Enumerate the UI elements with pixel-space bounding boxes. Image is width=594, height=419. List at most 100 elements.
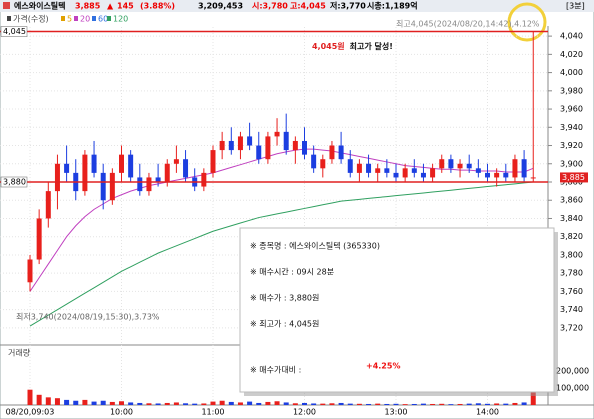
volume-bar	[420, 403, 426, 405]
volume-bar	[91, 401, 97, 405]
last-price: 3,885	[562, 173, 585, 182]
volume-bar	[64, 399, 70, 405]
volume-bar	[356, 403, 362, 405]
candle-body	[45, 191, 51, 219]
info-row: ※ 종목명 : 에스와이스틸텍 (365330)	[250, 241, 380, 251]
x-tick-label: 08/20,09:03	[6, 408, 55, 417]
info-highlight: +4.25%	[366, 362, 400, 371]
y-tick-label: 3,840	[560, 214, 583, 223]
candle-body	[228, 140, 234, 151]
volume-bar	[73, 400, 79, 405]
volume-bar	[320, 403, 326, 405]
info-row: ※ 매수가대비 :	[250, 366, 301, 375]
annotation: 4,045원 최고가 달성!	[312, 41, 393, 51]
y-tick-label: 3,780	[560, 269, 583, 278]
candle-body	[375, 168, 381, 173]
candle-body	[173, 159, 179, 164]
candle-body	[448, 159, 454, 169]
annotation-price: 4,045원	[312, 41, 345, 51]
candle-body	[82, 154, 88, 192]
volume-bar	[338, 402, 344, 405]
candle-body	[64, 163, 70, 173]
max-note: 최고4,045(2024/08/20,14:42),4.12%	[396, 19, 540, 29]
volume-bar	[503, 403, 509, 405]
volume-bar	[384, 403, 390, 405]
candle-body	[302, 140, 307, 155]
header-item: 3,209,453	[198, 2, 243, 11]
price-tag-bg	[0, 26, 28, 37]
volume-bar	[201, 403, 207, 405]
candle-body	[311, 154, 317, 169]
volume-bar	[219, 400, 225, 405]
price-tag: 3,880	[3, 178, 26, 187]
volume-bar	[183, 403, 189, 405]
info-box	[239, 227, 555, 393]
header-item: ▲	[107, 2, 114, 11]
candle-body	[466, 163, 472, 169]
price-tag: 4,045	[3, 27, 26, 36]
x-tick-label: 14:00	[476, 408, 499, 417]
volume-bar	[210, 401, 216, 405]
candle-body	[256, 145, 262, 160]
candle-body	[402, 168, 408, 178]
candle-body	[265, 136, 271, 160]
header-item: (3.88%)	[140, 2, 175, 11]
legend-entry: 20	[80, 15, 90, 24]
candle-body	[338, 145, 344, 160]
candle-body	[530, 177, 536, 179]
volume-bar	[485, 403, 490, 405]
volume-bar	[393, 403, 399, 405]
x-tick-label: 10:00	[110, 408, 133, 417]
candle-body	[219, 140, 225, 151]
legend-swatch	[92, 16, 96, 21]
volume-bar	[36, 394, 42, 405]
x-tick-label: 13:00	[384, 408, 407, 417]
volume-bar	[256, 402, 262, 405]
candle-body	[146, 177, 152, 192]
candle-body	[210, 150, 216, 173]
volume-bar	[146, 403, 152, 405]
volume-title: 거래량	[8, 348, 31, 358]
candle-body	[155, 177, 161, 182]
candle-body	[503, 172, 509, 178]
y-tick-label: 200,000	[556, 367, 589, 376]
legend-swatch	[74, 16, 78, 21]
candle-body	[485, 172, 490, 178]
volume-bar	[512, 402, 518, 405]
legend-entry: 5	[67, 15, 72, 24]
candle-body	[420, 172, 426, 178]
candle-body	[237, 136, 243, 151]
volume-bar	[430, 403, 436, 405]
candle-body	[128, 154, 134, 178]
candle-body	[329, 145, 335, 160]
y-tick-label: 3,800	[560, 250, 583, 259]
header-item: 에스와이스틸텍	[14, 1, 66, 11]
volume-bar	[45, 397, 51, 405]
volume-bar	[366, 403, 372, 405]
annotation-text: 최고가 달성!	[350, 41, 393, 51]
legend-swatch	[61, 16, 65, 21]
volume-bar	[100, 400, 106, 405]
icon	[3, 2, 10, 9]
candle-body	[274, 131, 280, 137]
highlight-circle	[507, 2, 547, 42]
candle-body	[283, 131, 289, 151]
volume-bar	[54, 398, 60, 405]
volume-bar	[292, 403, 298, 405]
candle-body	[393, 172, 399, 178]
header-bar	[0, 0, 594, 12]
volume-bar	[109, 401, 115, 405]
volume-bar	[192, 403, 198, 405]
volume-bar	[448, 404, 454, 405]
last-price-bg	[560, 172, 588, 183]
volume-bar	[375, 403, 381, 405]
candle-body	[430, 168, 436, 178]
volume-bar	[137, 402, 143, 405]
candle-body	[457, 163, 463, 169]
volume-bar	[27, 389, 33, 405]
y-tick-label: 3,720	[560, 323, 583, 332]
interval[interactable]: [3분]	[566, 2, 585, 11]
y-tick-label: 3,740	[560, 305, 583, 314]
candle-body	[512, 159, 518, 178]
